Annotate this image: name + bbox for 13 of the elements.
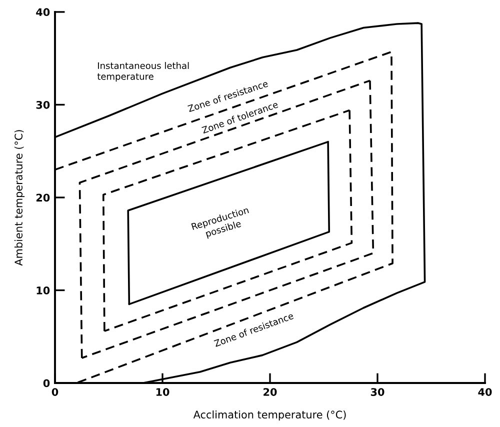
y-tick-label: 20 (36, 194, 50, 202)
x-tick-label: 40 (478, 388, 492, 396)
x-tick-label: 0 (52, 388, 58, 396)
y-tick-label: 10 (36, 286, 50, 294)
y-tick-label: 0 (43, 379, 50, 388)
x-tick-label: 10 (156, 388, 170, 396)
annotation: Instantaneous lethal temperature (97, 62, 189, 82)
x-axis-title: Acclimation temperature (°C) (193, 410, 346, 421)
y-tick-label: 30 (36, 100, 50, 109)
x-tick-label: 30 (370, 388, 384, 396)
y-tick-label: 40 (36, 8, 50, 16)
y-axis-title: Ambient temperature (°C) (14, 130, 25, 266)
x-tick-label: 20 (264, 388, 277, 396)
